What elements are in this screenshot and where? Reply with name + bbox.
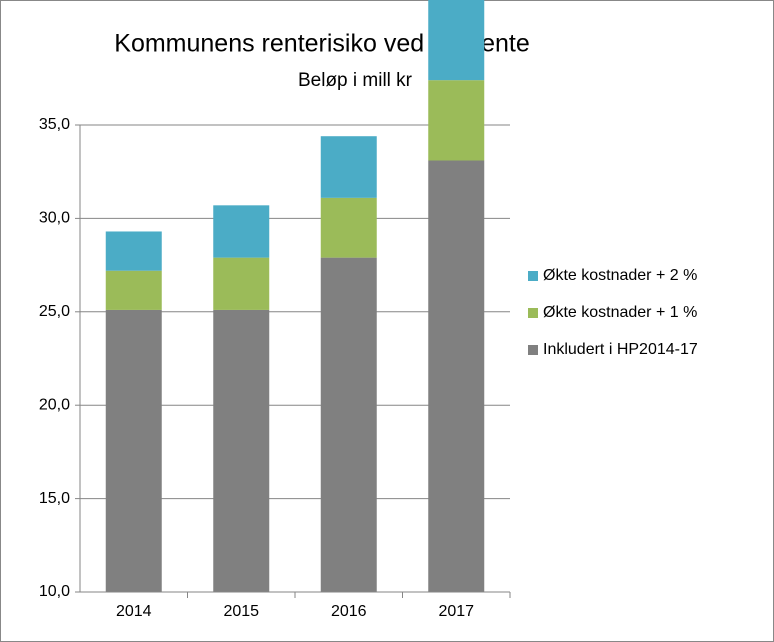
bar-segment: [105, 309, 162, 592]
bar-segment: [105, 231, 162, 271]
legend-swatch: [528, 308, 538, 318]
legend-swatch: [528, 271, 538, 281]
legend-label: Økte kostnader + 2 %: [543, 267, 697, 284]
y-tick-label: 25,0: [39, 303, 70, 320]
bar-segment: [213, 257, 270, 310]
x-tick-label: 2016: [331, 603, 367, 620]
bar-segment: [213, 205, 270, 258]
y-tick-label: 10,0: [39, 583, 70, 600]
bar-segment: [213, 309, 270, 592]
bar-segment: [105, 270, 162, 310]
chart-subtitle: Beløp i mill kr: [298, 70, 413, 91]
y-tick-label: 30,0: [39, 210, 70, 227]
bar-segment: [320, 197, 377, 258]
y-tick-label: 20,0: [39, 396, 70, 413]
legend-label: Inkludert i HP2014-17: [543, 341, 698, 358]
y-tick-label: 15,0: [39, 490, 70, 507]
x-tick-label: 2014: [116, 603, 152, 620]
x-tick-label: 2015: [223, 603, 259, 620]
legend-label: Økte kostnader + 1 %: [543, 304, 697, 321]
bar-segment: [428, 160, 485, 592]
y-tick-label: 35,0: [39, 116, 70, 133]
bar-segment: [428, 80, 485, 161]
x-tick-label: 2017: [438, 603, 474, 620]
bar-segment: [320, 257, 377, 592]
legend-swatch: [528, 345, 538, 355]
bar-segment: [320, 136, 377, 198]
bar-segment: [428, 0, 485, 81]
